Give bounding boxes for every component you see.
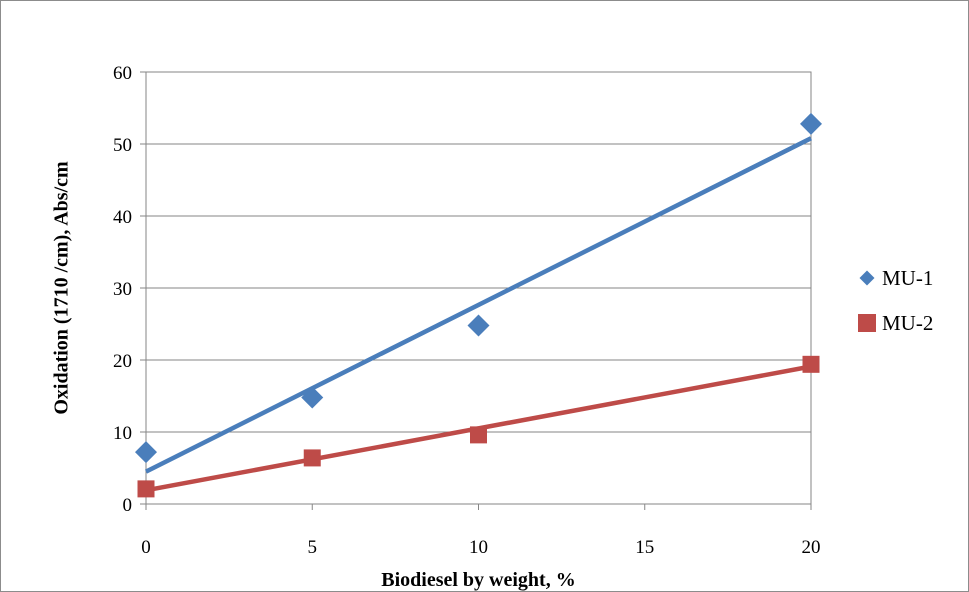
x-tick-label: 15 [635,537,654,558]
data-point [467,314,490,337]
trendline [144,136,813,474]
gridlines [146,143,811,433]
data-point [470,426,487,444]
y-tick-label: 50 [113,135,132,156]
x-tick-label: 20 [802,537,821,558]
data-point [301,386,324,409]
y-axis-title: Oxidation (1710 /cm), Abs/cm [51,161,73,415]
x-axis-ticks: 0 5 10 15 20 [141,504,821,558]
legend-label: MU-2 [882,311,933,335]
x-axis-title: Biodiesel by weight, % [381,569,575,591]
legend-item: MU-1 [859,266,933,290]
legend: MU-1 MU-2 [858,266,933,335]
y-tick-label: 0 [123,495,133,516]
data-point [135,441,157,464]
x-tick-label: 0 [141,537,151,558]
y-tick-label: 30 [113,279,132,300]
legend-label: MU-1 [882,266,933,290]
series-1 [135,112,822,474]
legend-item: MU-2 [858,311,933,335]
x-tick-label: 5 [308,537,318,558]
legend-marker [858,314,876,332]
y-tick-label: 40 [113,207,132,228]
y-tick-label: 10 [113,423,132,444]
data-point [800,112,822,135]
series-layer [135,112,822,498]
legend-marker [859,270,875,286]
data-point [802,355,820,373]
data-point [303,449,321,467]
x-tick-label: 10 [469,537,488,558]
y-axis-ticks: 0 10 20 30 40 50 60 [113,63,146,516]
data-point [137,480,155,498]
y-tick-label: 60 [113,63,132,84]
y-tick-label: 20 [113,351,132,372]
series-2 [137,355,820,498]
